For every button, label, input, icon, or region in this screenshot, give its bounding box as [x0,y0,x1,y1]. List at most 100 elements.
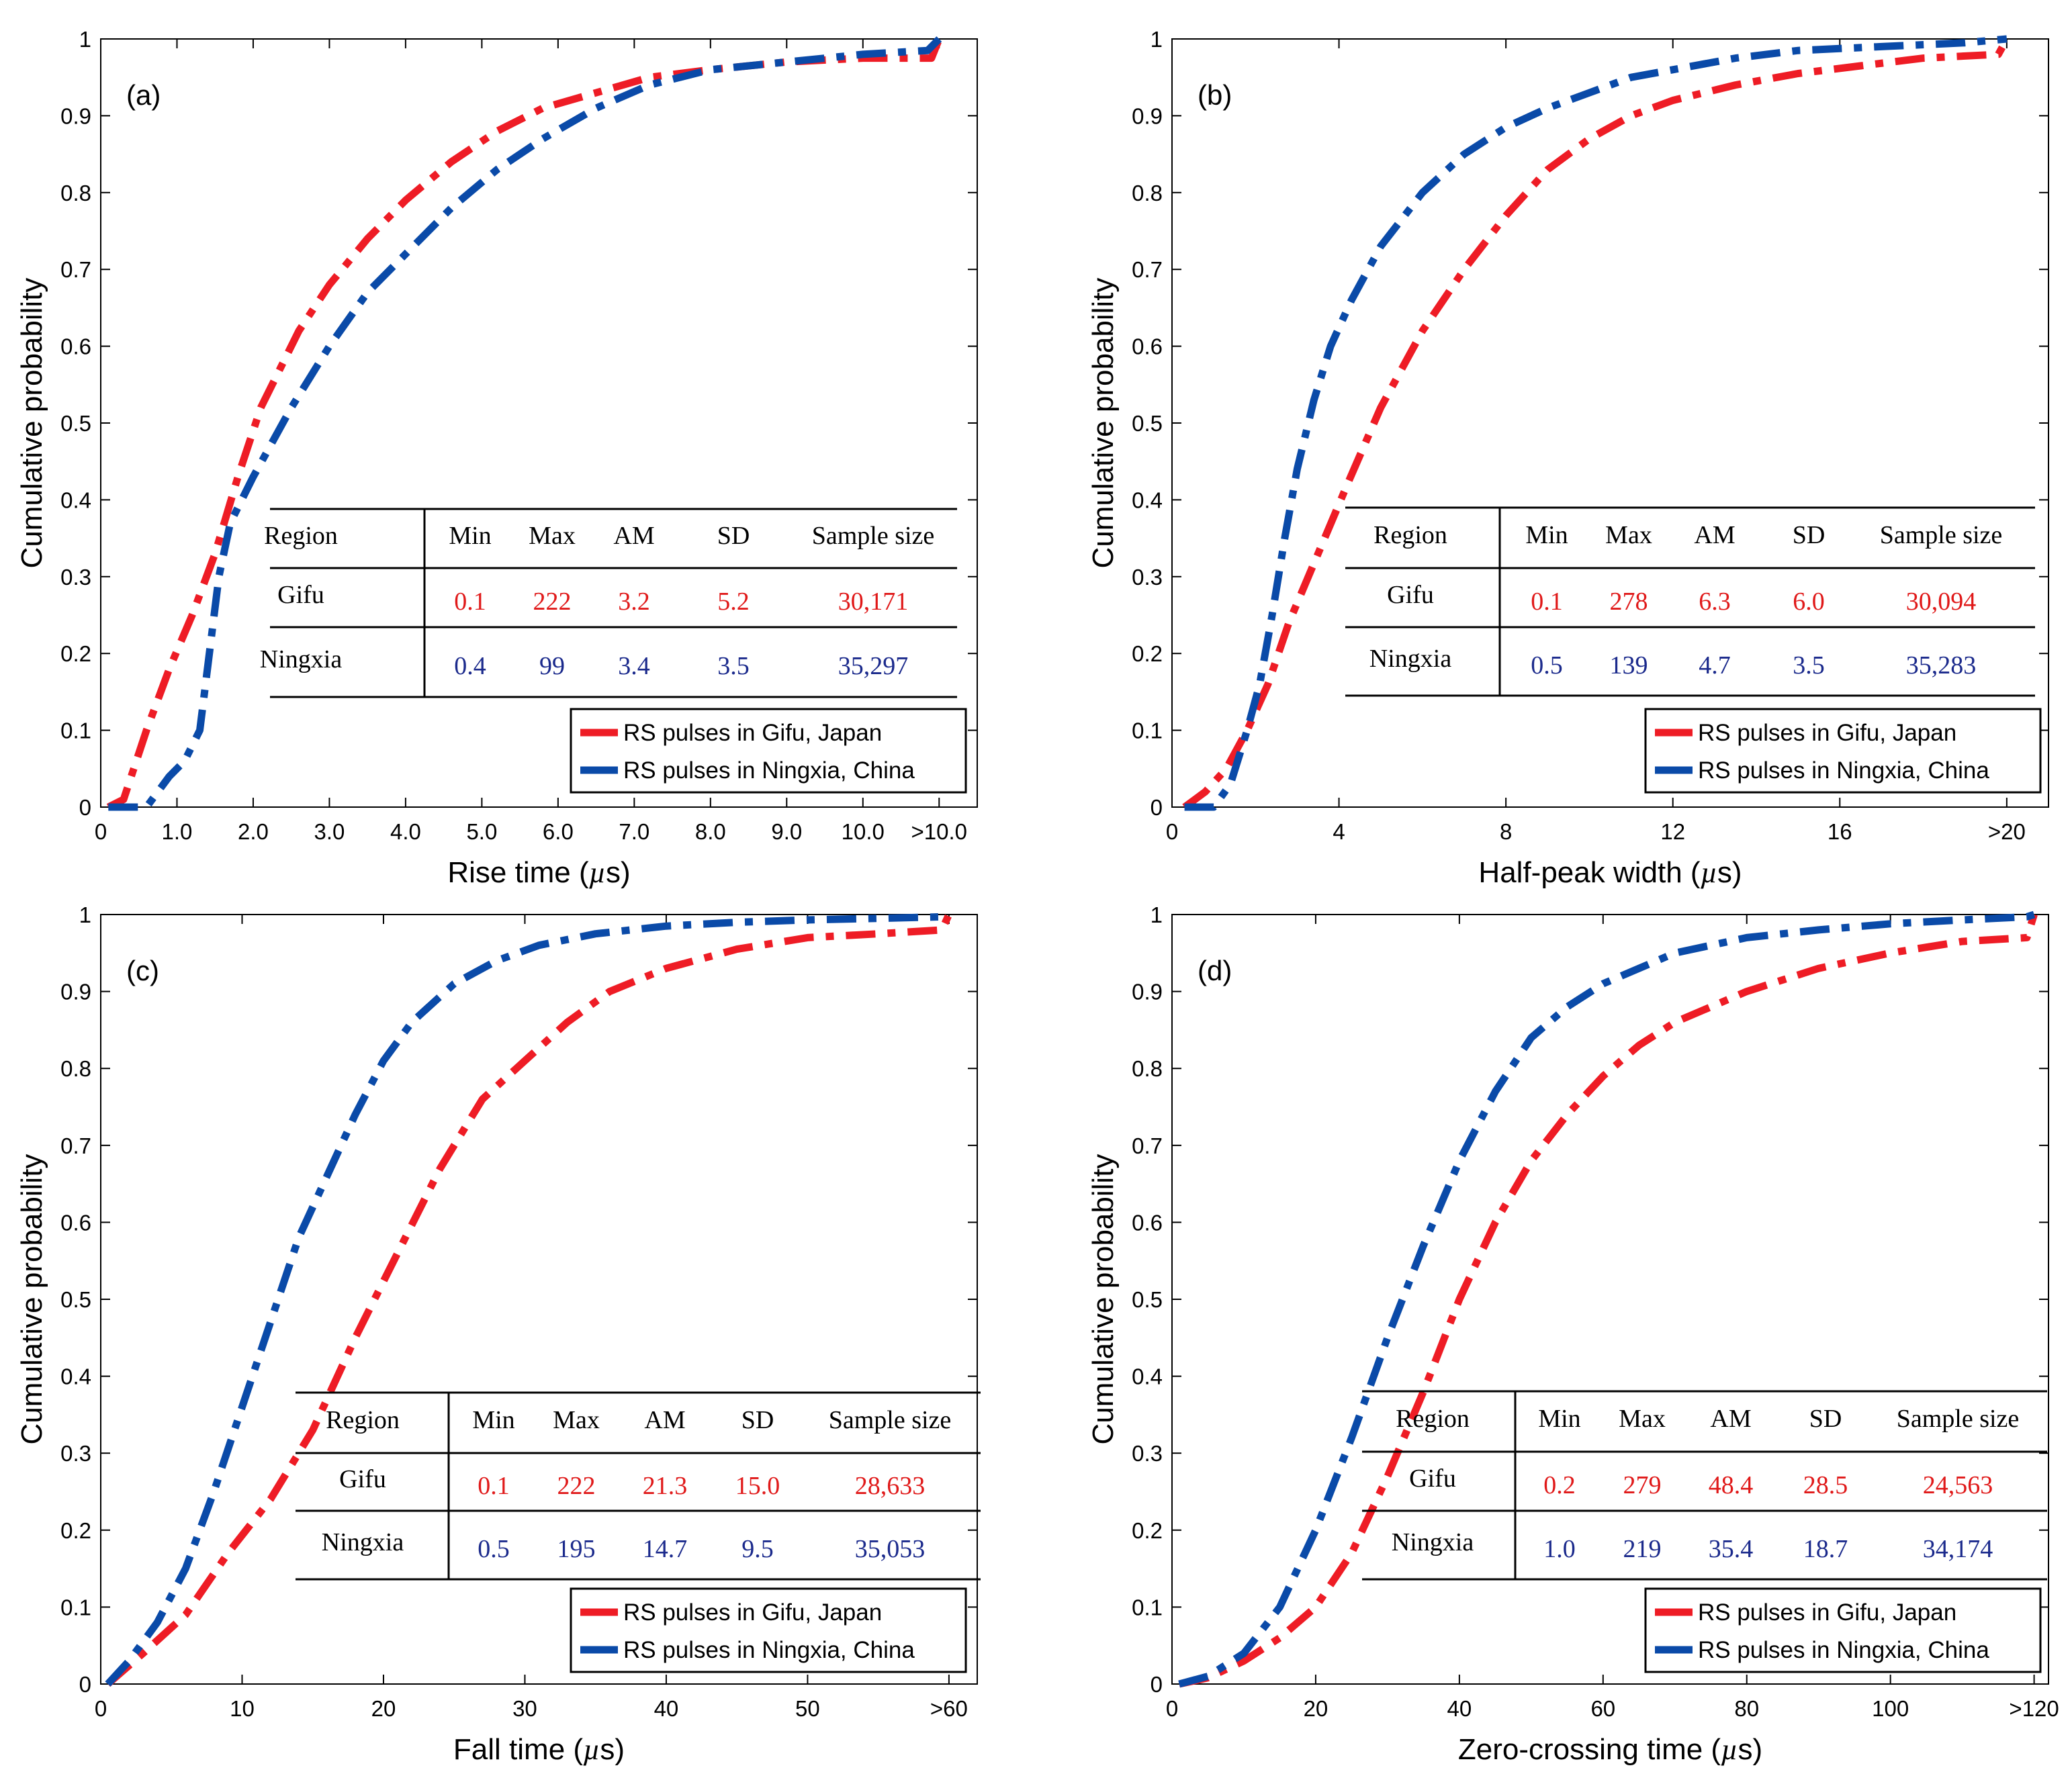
table-cell: 0.2 [1543,1471,1576,1499]
legend-label: RS pulses in Gifu, Japan [623,1599,882,1626]
y-tick-label: 1 [1151,902,1163,927]
plot-frame [1171,38,2049,808]
table-cell: 30,094 [1906,588,1977,616]
table-cell: 99 [539,652,565,680]
y-tick-label: 0.1 [60,1595,91,1620]
stats-table: Region Min Max AM SD Sample size Gifu 0.1 222 3.2… [260,508,957,698]
chart-panel-3: 00.10.20.30.40.50.60.70.80.910 10 20 30 40 50… [15,902,981,1766]
y-axis-label: Cumulative probability [1087,1154,1120,1445]
table-cell: 15.0 [735,1472,780,1500]
y-tick-label: 0.2 [1132,1518,1163,1543]
x-axis-label: Zero-crossing time (µs) [1458,1733,1762,1766]
x-tick-label: >20 [1988,819,2026,844]
y-tick-label: 0.8 [1132,1056,1163,1081]
x-tick-label: 16 [1828,819,1852,844]
table-cell: 14.7 [643,1535,688,1563]
table-header: Region [326,1406,400,1434]
x-tick-label: 3.0 [314,819,345,844]
x-tick-label: 9.0 [771,819,802,844]
table-header: SD [1793,521,1826,549]
x-axis-label-mu: µ [1701,856,1717,889]
x-tick-label: 8.0 [695,819,726,844]
series-line-gifu [105,913,952,1687]
table-header: Min [1538,1405,1580,1433]
series-line-ningxia [105,911,950,1687]
x-axis-label-unit: s) [1717,856,1742,889]
table-cell: 18.7 [1803,1535,1848,1563]
table-cell: 219 [1623,1535,1662,1563]
y-tick-label: 0.6 [1132,1210,1163,1235]
x-axis-label-unit: s) [1738,1733,1762,1766]
table-cell: 278 [1610,588,1648,616]
x-axis-label: Half-peak width (µs) [1478,856,1742,889]
x-tick-label: 10 [230,1696,255,1721]
table-cell: 28.5 [1803,1471,1848,1499]
y-tick-label: 0.2 [60,1518,91,1543]
x-tick-label: 40 [654,1696,679,1721]
y-tick-label: 0.5 [60,411,91,436]
x-tick-label: 50 [795,1696,820,1721]
y-tick-label: 0.9 [1132,103,1163,128]
table-header: AM [644,1406,685,1434]
legend-label: RS pulses in Ningxia, China [1698,1637,1989,1663]
table-cell: 3.2 [618,588,650,616]
x-tick-label: 20 [1304,1696,1328,1721]
y-tick-label: 0.2 [60,641,91,666]
table-header: Region [264,522,338,550]
chart-panel-4: 0 0.1 0.2 0.3 0.4 0.5 0.6 0.7 0.8 0.9 1 0 20 40 60 80 10… [1087,902,2059,1766]
table-header: Max [1619,1405,1666,1433]
table-region: Gifu [1409,1464,1456,1493]
legend-box [570,708,967,794]
series-line-gifu [1178,913,2038,1688]
table-header: AM [1694,521,1735,549]
y-tick-label: 0.4 [1132,487,1163,512]
table-cell: 9.5 [741,1535,774,1563]
y-tick-label: 0.7 [1132,257,1163,282]
y-tick-label: 0.3 [1132,1441,1163,1466]
x-tick-label: 7.0 [619,819,649,844]
y-tick-label: 0.8 [60,181,91,205]
legend: RS pulses in Gifu, Japan RS pulses in Nin… [570,708,967,794]
x-axis-label-mu: µ [583,1733,600,1766]
table-header: Region [1373,521,1447,549]
y-axis-label: Cumulative probability [1087,278,1120,569]
x-tick-label: 6.0 [543,819,574,844]
legend-label: RS pulses in Ningxia, China [623,757,915,784]
table-header: Sample size [829,1406,952,1434]
series-line-ningxia [1178,911,2036,1688]
table-header: AM [1710,1405,1751,1433]
x-tick-label: 2.0 [238,819,269,844]
legend-label: RS pulses in Gifu, Japan [623,720,882,746]
y-tick-label: 1 [79,27,91,52]
x-axis-label-text: Half-peak width ( [1478,856,1700,889]
table-cell: 24,563 [1923,1471,1993,1499]
y-tick-label: 1 [79,902,91,927]
y-tick-label: 0.1 [1132,1595,1163,1620]
x-tick-label: 5.0 [466,819,497,844]
y-tick-label: 0.3 [60,565,91,590]
table-header: Min [449,522,491,550]
table-region: Ningxia [1392,1528,1474,1556]
table-header: Region [1396,1405,1470,1433]
table-cell: 279 [1623,1471,1662,1499]
y-tick-label: 0.1 [60,718,91,743]
panel-label: (a) [126,79,161,111]
x-tick-label: 12 [1660,819,1685,844]
stats-table: Region Min Max AM SD Sample size Gifu 0.2 279 48.… [1362,1390,2047,1581]
y-tick-label: 0 [79,1672,91,1697]
legend-label: RS pulses in Ningxia, China [1698,757,1989,784]
x-tick-label: 1.0 [162,819,193,844]
panel-label: (c) [126,955,159,986]
x-tick-label: 10.0 [842,819,885,844]
table-header: SD [1809,1405,1842,1433]
x-axis-label-unit: s) [600,1733,625,1766]
stats-table: Region Min Max AM SD Sample size Gifu 0.1 278 6.3… [1345,506,2035,697]
table-header: Max [1605,521,1652,549]
legend: RS pulses in Gifu, Japan RS pulses in Nin… [1644,1587,2042,1673]
x-tick-label: 4 [1333,819,1345,844]
x-axis-label-unit: s) [606,856,631,889]
y-tick-label: 0.8 [1132,181,1163,205]
table-region: Ningxia [322,1528,404,1556]
x-axis-label-text: Rise time ( [447,856,589,889]
x-tick-label: 0 [1166,1696,1178,1721]
